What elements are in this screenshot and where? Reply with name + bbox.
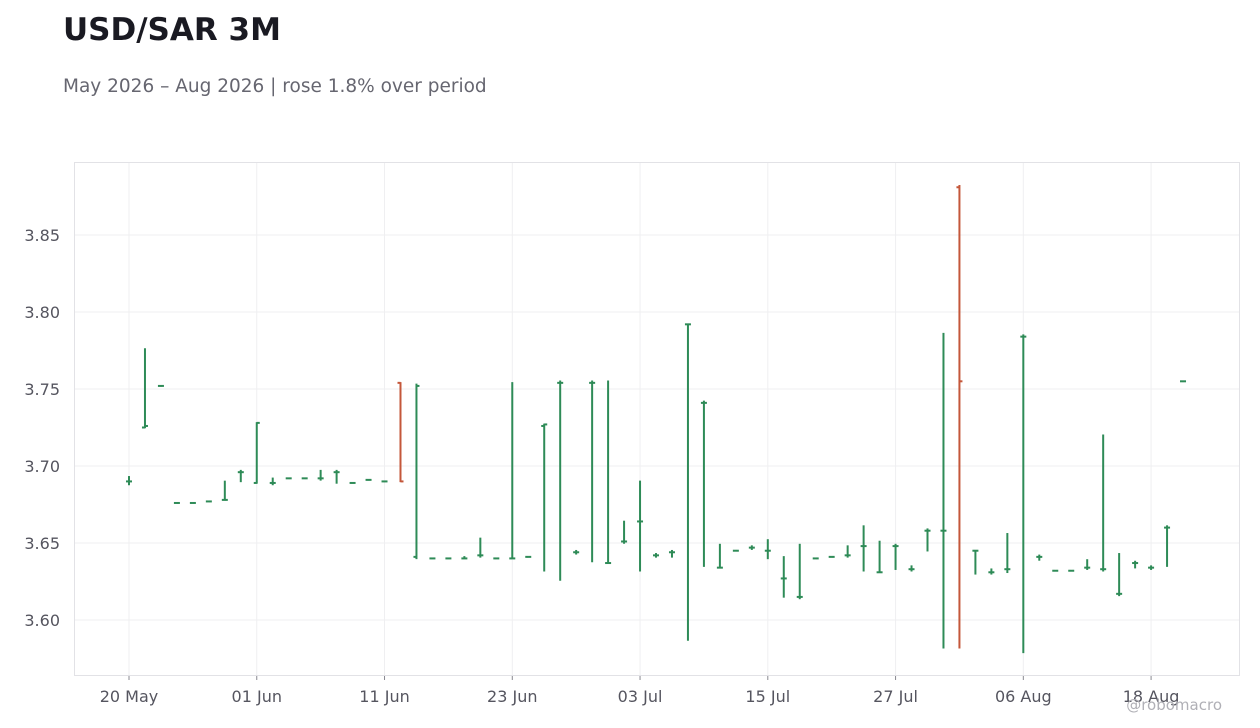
x-tick-label: 23 Jun xyxy=(487,687,537,706)
x-tick-label: 18 Aug xyxy=(1123,687,1180,706)
x-tick-label: 11 Jun xyxy=(359,687,409,706)
plot-frame xyxy=(74,162,1240,676)
y-tick-label: 3.65 xyxy=(24,534,60,553)
y-tick-label: 3.75 xyxy=(24,380,60,399)
x-tick-label: 27 Jul xyxy=(873,687,918,706)
bars xyxy=(126,184,1187,654)
y-tick-label: 3.85 xyxy=(24,226,60,245)
x-tick-label: 03 Jul xyxy=(618,687,663,706)
y-tick-label: 3.70 xyxy=(24,457,60,476)
x-tick-label: 01 Jun xyxy=(232,687,282,706)
x-tick-label: 20 May xyxy=(100,687,159,706)
x-tick-label: 06 Aug xyxy=(995,687,1052,706)
grid: 3.60 3.65 3.70 3.75 3.80 3.85 20 May 01 Jun 11 J… xyxy=(24,162,1239,706)
chart-subtitle: May 2026 – Aug 2026 | rose 1.8% over per… xyxy=(63,76,487,97)
y-tick-label: 3.80 xyxy=(24,303,60,322)
x-tick-label: 15 Jul xyxy=(745,687,790,706)
chart-title: USD/SAR 3M xyxy=(63,12,281,48)
watermark: @robomacro xyxy=(1126,696,1222,714)
y-tick-label: 3.60 xyxy=(24,611,60,630)
